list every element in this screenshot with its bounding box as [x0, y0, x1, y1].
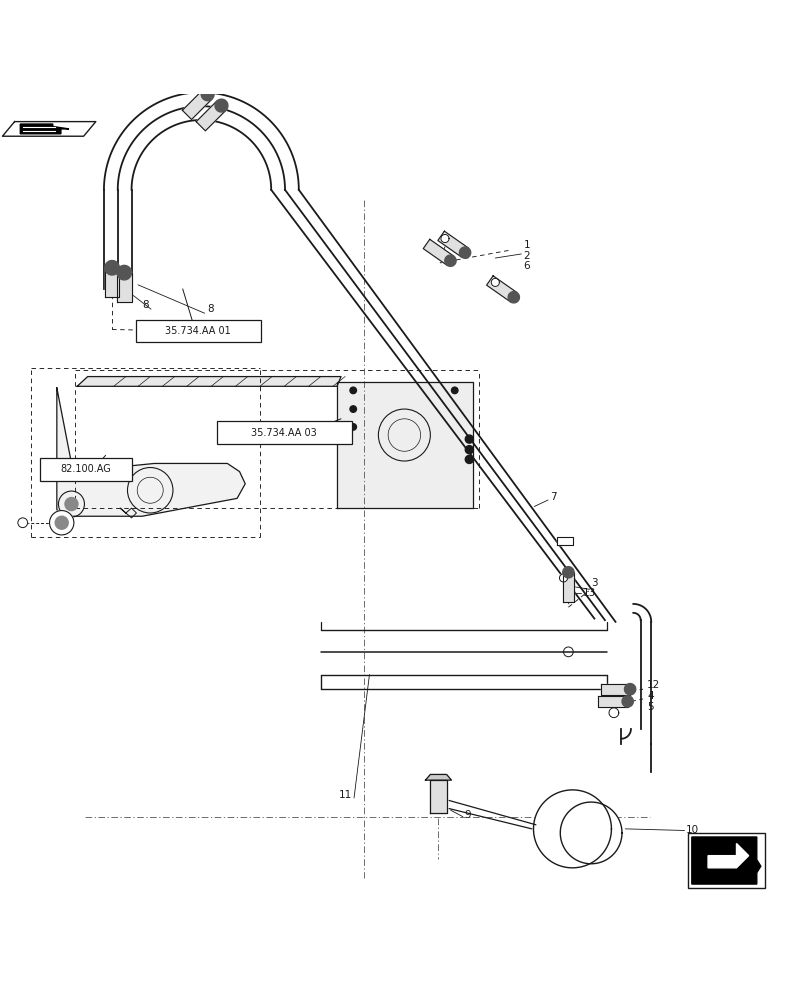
Text: 7: 7: [549, 492, 556, 502]
Polygon shape: [105, 268, 119, 297]
Text: 5: 5: [646, 702, 653, 712]
Circle shape: [18, 518, 28, 528]
Text: 12: 12: [646, 680, 659, 690]
Circle shape: [465, 455, 473, 463]
Polygon shape: [201, 88, 214, 101]
Text: 82.100.AG: 82.100.AG: [61, 464, 111, 474]
Polygon shape: [508, 292, 519, 303]
Text: 9: 9: [464, 810, 470, 820]
Polygon shape: [486, 276, 517, 302]
Text: 1: 1: [523, 240, 530, 250]
Polygon shape: [182, 90, 212, 119]
Text: 2: 2: [523, 251, 530, 261]
Circle shape: [49, 511, 74, 535]
Polygon shape: [77, 377, 341, 386]
Polygon shape: [440, 234, 448, 243]
Text: 11: 11: [338, 790, 351, 800]
Circle shape: [465, 446, 473, 454]
Polygon shape: [196, 101, 225, 131]
Polygon shape: [117, 265, 131, 280]
FancyBboxPatch shape: [687, 833, 764, 888]
Polygon shape: [556, 537, 573, 545]
Text: 4: 4: [646, 691, 653, 701]
Polygon shape: [691, 837, 760, 884]
Text: 35.734.AA 01: 35.734.AA 01: [165, 326, 230, 336]
Circle shape: [465, 435, 473, 443]
Polygon shape: [430, 780, 446, 813]
Polygon shape: [559, 574, 567, 582]
Text: 8: 8: [142, 300, 148, 310]
Text: 35.734.AA 03: 35.734.AA 03: [251, 428, 316, 438]
Polygon shape: [562, 567, 573, 578]
Polygon shape: [459, 247, 470, 258]
Polygon shape: [57, 388, 245, 516]
Polygon shape: [560, 802, 621, 864]
Polygon shape: [2, 122, 96, 136]
Polygon shape: [621, 696, 633, 707]
Polygon shape: [444, 255, 456, 266]
Polygon shape: [598, 696, 627, 707]
Circle shape: [65, 498, 78, 511]
Text: 6: 6: [523, 261, 530, 271]
Polygon shape: [533, 790, 611, 868]
FancyBboxPatch shape: [217, 421, 351, 444]
Circle shape: [55, 516, 68, 529]
FancyBboxPatch shape: [135, 320, 260, 342]
FancyBboxPatch shape: [40, 458, 132, 481]
Text: 8: 8: [207, 304, 213, 314]
Text: 3: 3: [590, 578, 597, 588]
Polygon shape: [425, 774, 451, 780]
Circle shape: [350, 406, 356, 412]
Text: 10: 10: [685, 825, 698, 835]
Polygon shape: [707, 843, 748, 868]
Polygon shape: [491, 278, 499, 286]
Text: 13: 13: [582, 588, 595, 598]
Polygon shape: [423, 239, 453, 265]
Polygon shape: [562, 572, 573, 601]
Polygon shape: [437, 231, 468, 257]
Polygon shape: [337, 382, 472, 508]
Circle shape: [451, 387, 457, 394]
Polygon shape: [105, 260, 119, 275]
Polygon shape: [215, 99, 228, 112]
Polygon shape: [117, 273, 131, 302]
Circle shape: [350, 424, 356, 430]
Polygon shape: [608, 708, 618, 718]
Polygon shape: [600, 684, 629, 695]
Circle shape: [350, 387, 356, 394]
Polygon shape: [624, 684, 635, 695]
Polygon shape: [20, 124, 69, 134]
